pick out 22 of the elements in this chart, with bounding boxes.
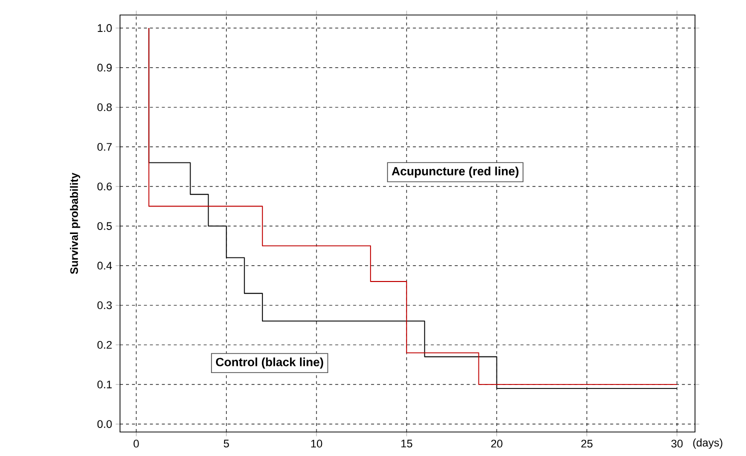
x-tick-label: 0 [134, 440, 139, 448]
x-tick-label: 5 [224, 440, 229, 448]
y-tick-label: 0.0 [97, 420, 112, 428]
y-axis-title: Survival probability [70, 172, 80, 274]
y-tick-label: 0.8 [97, 103, 112, 112]
y-tick-label: 0.3 [97, 301, 112, 310]
x-tick-label: 20 [491, 440, 502, 448]
y-tick-label: 0.6 [97, 182, 112, 190]
x-tick-label: 10 [311, 440, 322, 448]
y-tick-label: 1.0 [98, 24, 112, 32]
x-axis-title: (days) [693, 438, 722, 449]
y-tick-label: 0.5 [97, 222, 112, 230]
x-tick-label: 25 [581, 440, 592, 448]
y-tick-label: 0.1 [97, 380, 112, 388]
x-tick-label: 30 [671, 440, 683, 448]
y-tick-label: 0.4 [97, 262, 112, 270]
y-tick-label: 0.9 [97, 64, 112, 72]
x-tick-label: 15 [401, 440, 412, 448]
annotation: Control (black line) [216, 358, 324, 369]
annotation: Acupuncture (red line) [392, 166, 518, 178]
y-tick-label: 0.2 [97, 340, 112, 349]
y-tick-label: 0.7 [97, 142, 112, 151]
